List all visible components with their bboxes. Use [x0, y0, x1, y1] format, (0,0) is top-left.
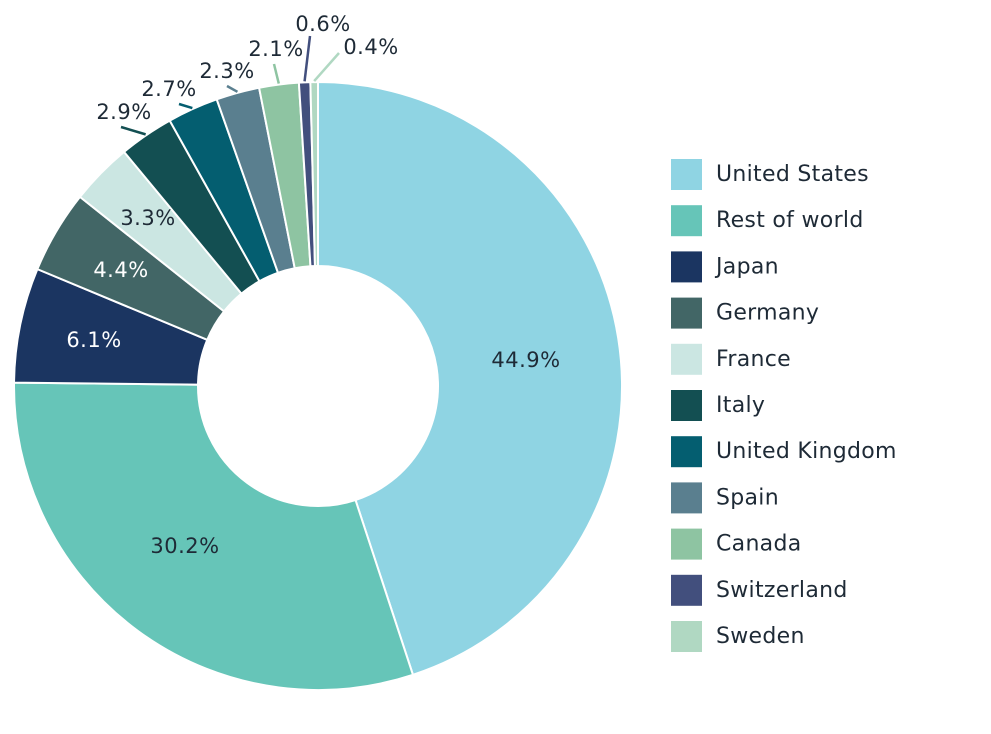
legend-swatch-france: [671, 343, 702, 375]
legend-label-sweden: Sweden: [716, 624, 805, 649]
legend-swatch-rest-of-world: [671, 205, 702, 237]
leader-line-switzerland: [303, 35, 312, 82]
legend-label-germany: Germany: [716, 301, 819, 326]
legend-swatch-united-kingdom: [671, 436, 702, 468]
legend-swatch-spain: [671, 482, 702, 514]
slice-label-spain: 2.3%: [199, 59, 254, 83]
slice-label-sweden: 0.4%: [343, 35, 398, 59]
slice-label-japan: 6.1%: [66, 328, 121, 352]
slice-united-states: [317, 80, 623, 677]
slice-sweden: [309, 80, 319, 268]
legend-swatch-canada: [671, 528, 702, 560]
leader-line-italy: [120, 125, 146, 136]
slice-rest-of-world: [13, 381, 415, 691]
legend-label-rest-of-world: Rest of world: [716, 208, 864, 233]
leader-lines: [120, 35, 340, 136]
slice-label-united-states: 44.9%: [491, 348, 560, 372]
leader-line-spain: [226, 84, 239, 93]
leader-line-canada: [272, 63, 280, 84]
legend-label-italy: Italy: [716, 393, 765, 418]
legend-label-spain: Spain: [716, 485, 779, 510]
donut-slices: [13, 80, 623, 691]
legend-label-united-kingdom: United Kingdom: [716, 439, 897, 464]
legend-swatch-switzerland: [671, 574, 702, 606]
slice-labels: 44.9%30.2%6.1%4.4%3.3%2.9%2.7%2.3%2.1%0.…: [66, 12, 560, 558]
legend-swatch-sweden: [671, 621, 702, 652]
legend-label-japan: Japan: [714, 254, 779, 279]
legend-label-united-states: United States: [716, 162, 869, 187]
slice-label-canada: 2.1%: [248, 37, 303, 61]
leader-line-united-kingdom: [178, 102, 193, 110]
legend-swatch-germany: [671, 297, 702, 329]
slice-label-germany: 4.4%: [93, 258, 148, 282]
leader-line-sweden: [313, 52, 340, 82]
legend-label-switzerland: Switzerland: [716, 578, 848, 603]
legend-label-canada: Canada: [716, 532, 802, 557]
slice-label-rest-of-world: 30.2%: [150, 534, 219, 558]
legend-label-france: France: [716, 347, 791, 372]
slice-label-switzerland: 0.6%: [295, 12, 350, 36]
slice-label-united-kingdom: 2.7%: [141, 77, 196, 101]
slice-label-italy: 2.9%: [96, 100, 151, 124]
slice-label-france: 3.3%: [120, 206, 175, 230]
legend: United States Rest of world Japan Germany Fr…: [671, 159, 897, 652]
legend-swatch-japan: [671, 251, 702, 283]
legend-swatch-italy: [671, 390, 702, 421]
legend-swatch-united-states: [671, 159, 702, 190]
